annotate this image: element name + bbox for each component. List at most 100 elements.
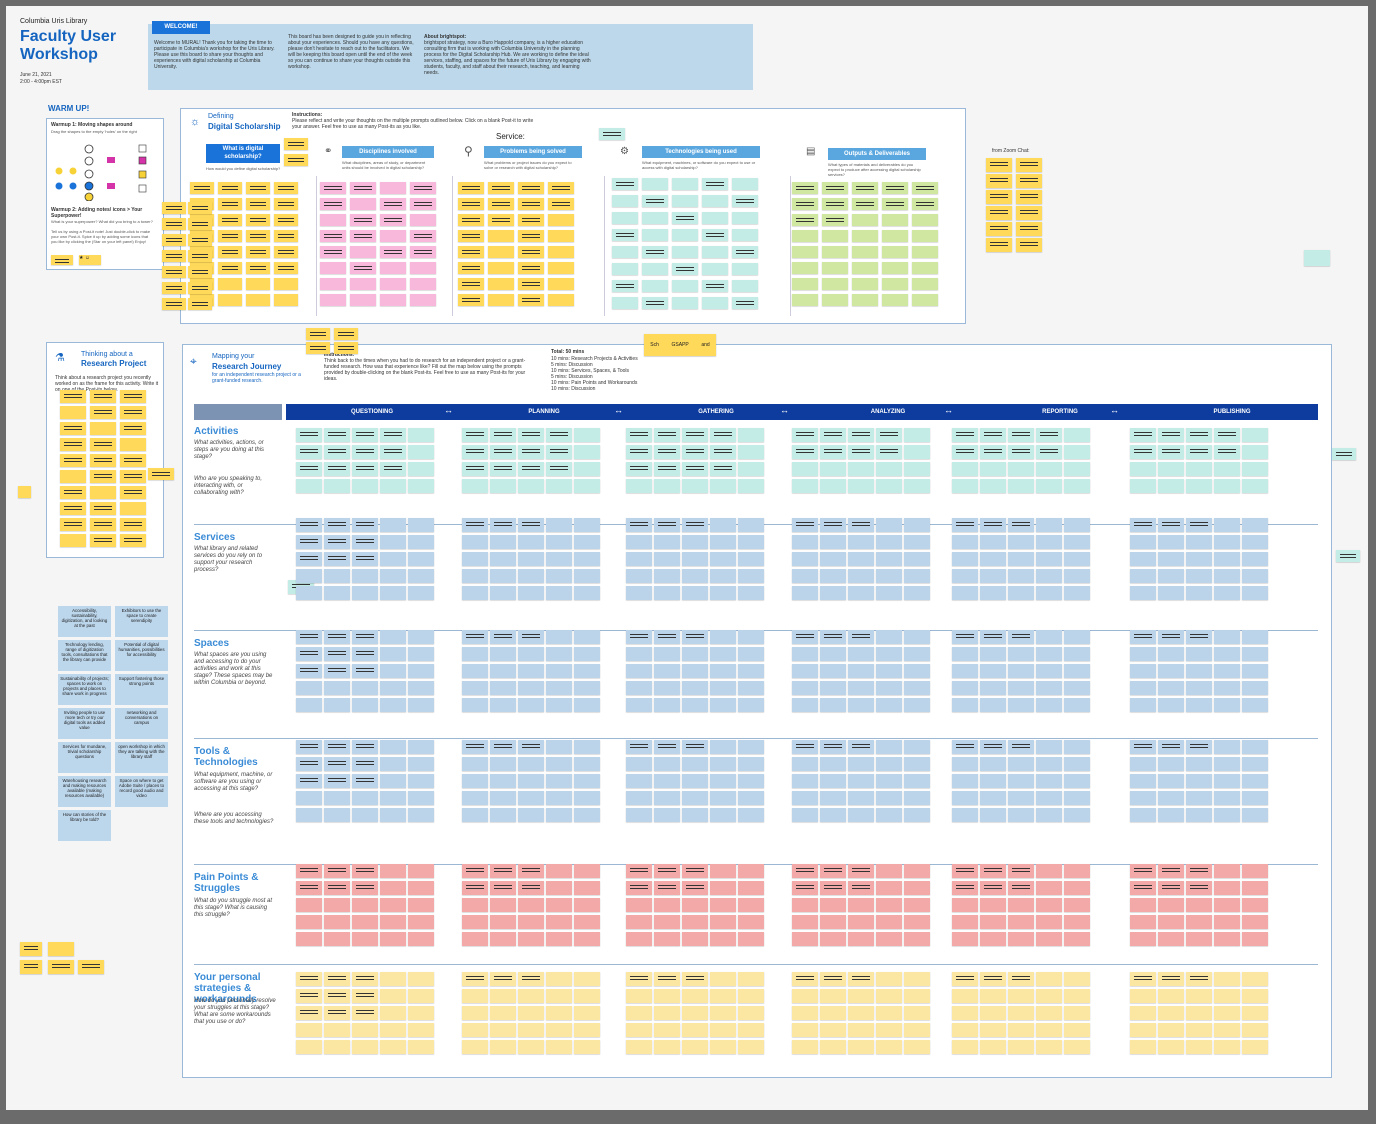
sticky-note[interactable] bbox=[78, 960, 104, 974]
sticky-note[interactable] bbox=[518, 518, 544, 532]
sticky-note[interactable] bbox=[518, 586, 544, 600]
sticky-note[interactable] bbox=[518, 698, 544, 712]
sticky-note[interactable] bbox=[1008, 535, 1034, 549]
sticky-note[interactable] bbox=[324, 932, 350, 946]
sticky-note[interactable] bbox=[710, 518, 736, 532]
sticky-note[interactable] bbox=[1130, 428, 1156, 442]
sticky-note[interactable] bbox=[462, 1040, 488, 1054]
sticky-note[interactable] bbox=[546, 535, 572, 549]
sticky-note[interactable] bbox=[672, 246, 698, 258]
sticky-note[interactable] bbox=[904, 774, 930, 788]
sticky-note[interactable] bbox=[912, 182, 938, 194]
sticky-note[interactable] bbox=[792, 462, 818, 476]
sticky-note[interactable] bbox=[1158, 972, 1184, 986]
sticky-note[interactable] bbox=[1008, 757, 1034, 771]
sticky-note[interactable] bbox=[848, 630, 874, 644]
sticky-note[interactable] bbox=[350, 182, 376, 194]
sticky-note[interactable] bbox=[626, 757, 652, 771]
sticky-note[interactable] bbox=[980, 664, 1006, 678]
sticky-note[interactable] bbox=[876, 881, 902, 895]
sticky-note[interactable] bbox=[1186, 1023, 1212, 1037]
sticky-note[interactable] bbox=[980, 569, 1006, 583]
sticky-note[interactable] bbox=[682, 881, 708, 895]
sticky-note[interactable] bbox=[296, 757, 322, 771]
sticky-note[interactable] bbox=[792, 972, 818, 986]
sticky-note[interactable] bbox=[518, 681, 544, 695]
sticky-note[interactable] bbox=[822, 246, 848, 258]
sticky-note[interactable] bbox=[1036, 972, 1062, 986]
sticky-note[interactable] bbox=[876, 445, 902, 459]
sticky-note[interactable] bbox=[654, 647, 680, 661]
sticky-note[interactable] bbox=[60, 534, 86, 547]
sticky-note[interactable] bbox=[548, 246, 574, 258]
sticky-note[interactable] bbox=[274, 182, 298, 194]
sticky-note[interactable] bbox=[518, 569, 544, 583]
sticky-note[interactable] bbox=[820, 1006, 846, 1020]
sticky-note[interactable] bbox=[1064, 989, 1090, 1003]
sticky-note[interactable] bbox=[1130, 698, 1156, 712]
sticky-note[interactable] bbox=[1064, 552, 1090, 566]
sticky-note[interactable] bbox=[1008, 647, 1034, 661]
sticky-note[interactable] bbox=[792, 915, 818, 929]
sticky-note[interactable] bbox=[246, 198, 270, 210]
idea-note[interactable]: networking and conversations on campus bbox=[115, 708, 168, 739]
sticky-note[interactable] bbox=[952, 1023, 978, 1037]
sticky-note[interactable] bbox=[732, 195, 758, 207]
sticky-note[interactable] bbox=[626, 462, 652, 476]
sticky-note[interactable] bbox=[1242, 445, 1268, 459]
sticky-note[interactable] bbox=[162, 218, 186, 230]
sticky-note[interactable] bbox=[90, 534, 116, 547]
sticky-note[interactable] bbox=[702, 263, 728, 275]
sticky-note[interactable] bbox=[876, 972, 902, 986]
sticky-note[interactable] bbox=[882, 246, 908, 258]
sticky-note[interactable] bbox=[654, 864, 680, 878]
sticky-note[interactable] bbox=[612, 178, 638, 190]
sticky-note[interactable] bbox=[462, 757, 488, 771]
sticky-note[interactable] bbox=[518, 230, 544, 242]
sticky-note[interactable] bbox=[1130, 535, 1156, 549]
sticky-note[interactable] bbox=[462, 630, 488, 644]
sticky-note[interactable] bbox=[574, 552, 600, 566]
sticky-note[interactable] bbox=[352, 586, 378, 600]
sticky-note[interactable] bbox=[518, 294, 544, 306]
sticky-note[interactable] bbox=[626, 972, 652, 986]
sticky-note[interactable] bbox=[574, 586, 600, 600]
sticky-note[interactable] bbox=[702, 212, 728, 224]
sticky-note[interactable] bbox=[490, 989, 516, 1003]
sticky-note[interactable] bbox=[518, 462, 544, 476]
sticky-note[interactable] bbox=[1332, 448, 1356, 460]
sticky-note[interactable] bbox=[738, 586, 764, 600]
sticky-note[interactable] bbox=[574, 664, 600, 678]
sticky-note[interactable] bbox=[1186, 535, 1212, 549]
sticky-note[interactable] bbox=[90, 454, 116, 467]
sticky-note[interactable] bbox=[626, 479, 652, 493]
sticky-note[interactable] bbox=[1242, 808, 1268, 822]
sticky-note[interactable] bbox=[654, 479, 680, 493]
sticky-note[interactable] bbox=[738, 518, 764, 532]
sticky-note[interactable] bbox=[408, 791, 434, 805]
sticky-note[interactable] bbox=[90, 502, 116, 515]
sticky-note[interactable] bbox=[952, 972, 978, 986]
sticky-note[interactable] bbox=[682, 664, 708, 678]
sticky-note[interactable] bbox=[380, 791, 406, 805]
sticky-note-sch[interactable]: Sch GSAPP and bbox=[644, 334, 716, 356]
sticky-note[interactable] bbox=[1186, 881, 1212, 895]
sticky-note[interactable] bbox=[1214, 647, 1240, 661]
sticky-note[interactable] bbox=[574, 569, 600, 583]
sticky-note[interactable] bbox=[296, 681, 322, 695]
sticky-note[interactable] bbox=[324, 586, 350, 600]
sticky-note[interactable] bbox=[654, 535, 680, 549]
sticky-note[interactable] bbox=[820, 774, 846, 788]
sticky-note[interactable] bbox=[490, 881, 516, 895]
sticky-note[interactable] bbox=[654, 757, 680, 771]
sticky-note[interactable] bbox=[1186, 1040, 1212, 1054]
sticky-note[interactable] bbox=[380, 630, 406, 644]
sticky-note[interactable] bbox=[408, 428, 434, 442]
sticky-note[interactable] bbox=[1036, 898, 1062, 912]
sticky-note[interactable] bbox=[218, 214, 242, 226]
sticky-note[interactable] bbox=[852, 278, 878, 290]
sticky-note[interactable] bbox=[1214, 791, 1240, 805]
sticky-note[interactable] bbox=[792, 1023, 818, 1037]
sticky-note[interactable] bbox=[296, 774, 322, 788]
sticky-note[interactable] bbox=[1036, 586, 1062, 600]
